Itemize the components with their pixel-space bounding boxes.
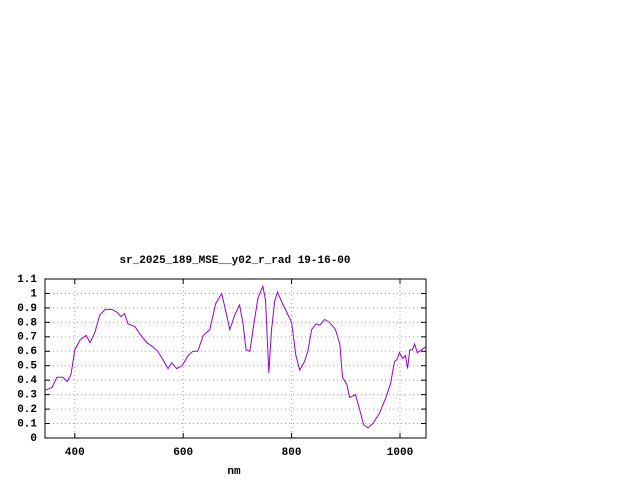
x-axis-label: nm [227, 466, 241, 478]
plot-border [44, 278, 427, 439]
x-tick-label: 1000 [387, 447, 413, 459]
x-tick-label: 600 [173, 447, 193, 459]
y-tick-label: 0.7 [17, 332, 37, 344]
y-tick-label: 0.6 [17, 346, 37, 358]
y-tick-label: 0.8 [17, 317, 37, 329]
y-tick-label: 1 [30, 288, 37, 300]
data-line [44, 284, 426, 429]
y-tick-label: 0.1 [17, 418, 37, 430]
y-tick-label: 0.3 [17, 390, 37, 402]
y-tick-label: 0.2 [17, 404, 37, 416]
x-tick-label: 400 [65, 447, 85, 459]
y-tick-label: 0.4 [17, 375, 37, 387]
chart-title: sr_2025_189_MSE__y02_r_rad 19-16-00 [119, 255, 350, 267]
y-tick-label: 0.5 [17, 361, 37, 373]
y-tick-label: 1.1 [17, 274, 37, 286]
y-tick-label: 0 [30, 433, 37, 445]
y-tick-label: 0.9 [17, 303, 37, 315]
x-tick-label: 800 [282, 447, 302, 459]
